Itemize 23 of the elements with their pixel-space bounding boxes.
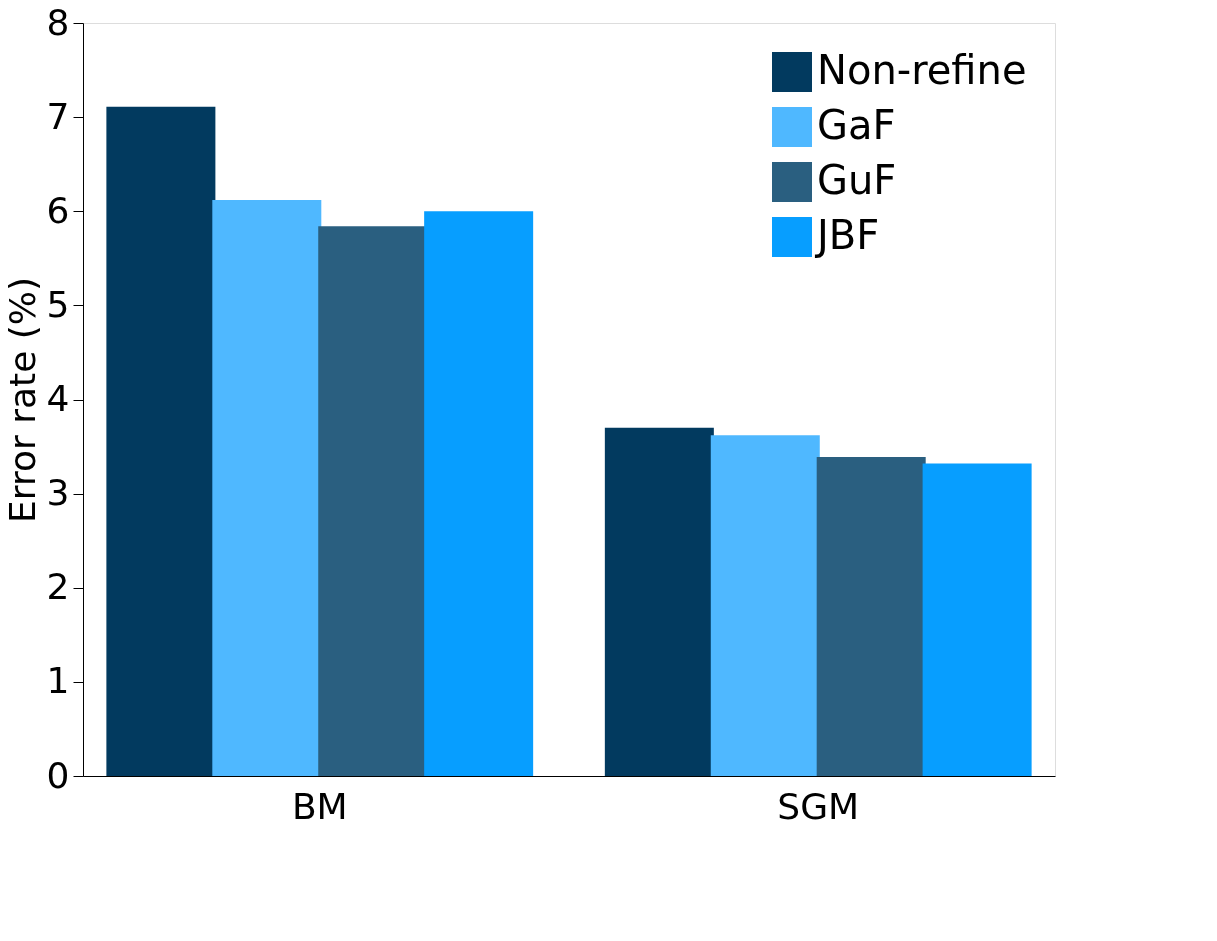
bar [212, 199, 322, 776]
legend-label: GuF [817, 157, 897, 203]
bar [424, 211, 534, 776]
legend-label: JBF [814, 212, 880, 258]
y-tick-label: 7 [46, 95, 70, 137]
bar [922, 463, 1032, 776]
x-tick-label: BM [291, 785, 348, 827]
y-tick-label: 3 [46, 472, 70, 514]
bar [106, 106, 216, 776]
y-tick-label: 1 [46, 660, 70, 702]
y-tick-label: 6 [46, 189, 70, 231]
legend-label: Non-refine [817, 47, 1027, 93]
y-tick-label: 4 [46, 378, 70, 419]
bar [710, 435, 820, 776]
y-tick-label: 0 [46, 754, 70, 796]
x-tick-label: SGM [777, 785, 860, 827]
bar [816, 456, 926, 776]
y-tick-label: 5 [46, 283, 70, 325]
bar [604, 427, 714, 776]
legend-label: GaF [817, 102, 896, 148]
y-tick-label: 2 [46, 566, 70, 608]
y-tick-label: 8 [46, 1, 70, 43]
y-axis-title: Error rate (%) [1, 276, 43, 524]
